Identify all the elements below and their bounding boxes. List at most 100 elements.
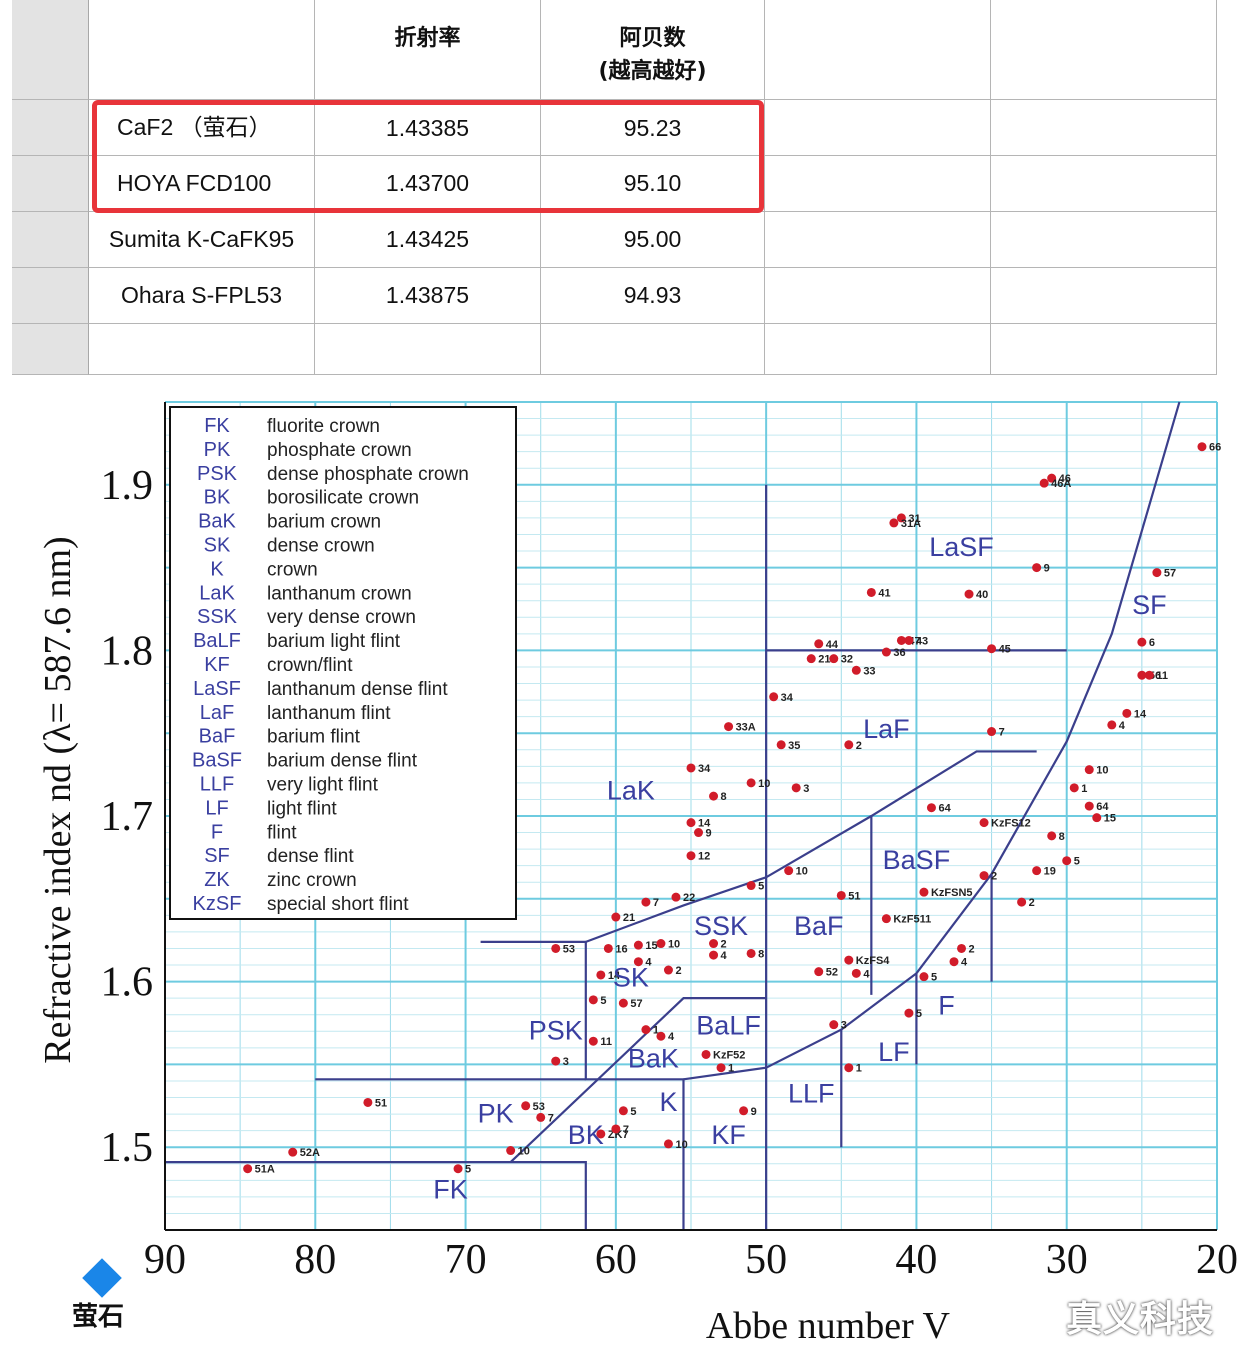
legend-abbr: KF <box>204 654 230 676</box>
glass-point-label: 21 <box>623 912 635 924</box>
refractive-index-cell[interactable]: 1.43425 <box>315 212 541 268</box>
glass-point-label: KzFS12 <box>991 818 1031 830</box>
glass-point <box>521 1101 531 1111</box>
material-cell[interactable]: Sumita K-CaFK95 <box>89 212 315 268</box>
glass-point-label: 16 <box>615 943 627 955</box>
glass-point-label: 46 <box>1059 473 1071 485</box>
row-header[interactable] <box>12 212 89 268</box>
empty-cell[interactable] <box>765 212 991 268</box>
glass-point <box>536 1112 546 1122</box>
glass-point-label: 5 <box>630 1106 636 1118</box>
glass-point <box>1032 866 1042 876</box>
glass-point <box>453 1164 463 1174</box>
empty-cell[interactable] <box>765 0 991 100</box>
x-tick-label: 60 <box>595 1237 637 1283</box>
glass-point <box>814 639 824 649</box>
glass-point-label: 10 <box>1096 765 1108 777</box>
row-header[interactable] <box>12 100 89 156</box>
glass-point <box>987 727 997 737</box>
empty-cell[interactable] <box>765 324 991 375</box>
glass-point-label: 12 <box>698 851 710 863</box>
abbe-number-cell[interactable]: 95.23 <box>541 100 765 156</box>
empty-cell[interactable] <box>89 324 315 375</box>
glass-point-label: 4 <box>961 957 968 969</box>
glass-point-label: 5 <box>1074 856 1080 868</box>
glass-point <box>701 1049 711 1059</box>
glass-point <box>1047 473 1057 483</box>
glass-point-label: 22 <box>683 892 695 904</box>
glass-point <box>814 967 824 977</box>
empty-cell[interactable] <box>765 268 991 324</box>
header-refractive-index[interactable]: 折射率 <box>315 0 541 100</box>
glass-point <box>618 998 628 1008</box>
glass-point-label: KzFSN5 <box>931 887 973 899</box>
legend-abbr: BaF <box>199 726 236 748</box>
header-abbe-number[interactable]: 阿贝数 (越高越好) <box>541 0 765 100</box>
glass-point <box>663 1139 673 1149</box>
glass-point <box>633 957 643 967</box>
glass-point-label: 7 <box>623 1124 629 1136</box>
glass-point <box>694 828 704 838</box>
empty-cell[interactable] <box>991 324 1217 375</box>
y-tick-label: 1.6 <box>101 960 154 1006</box>
glass-point <box>1107 720 1117 730</box>
empty-cell[interactable] <box>991 268 1217 324</box>
glass-point <box>896 513 906 523</box>
glass-point <box>1032 563 1042 573</box>
legend-desc: phosphate crown <box>267 440 412 461</box>
refractive-index-cell[interactable]: 1.43875 <box>315 268 541 324</box>
glass-point <box>1069 783 1079 793</box>
empty-cell[interactable] <box>765 156 991 212</box>
glass-point <box>746 948 756 958</box>
legend-abbr: SF <box>204 845 230 867</box>
glass-point <box>603 943 613 953</box>
comparison-table: 折射率 阿贝数 (越高越好) CaF2 （萤石） 1.43385 95.23 H… <box>12 0 1217 375</box>
glass-point <box>851 665 861 675</box>
family-region-label: BaSF <box>883 845 951 875</box>
empty-cell[interactable] <box>765 100 991 156</box>
glass-point-label: 14 <box>698 818 711 830</box>
material-cell[interactable]: HOYA FCD100 <box>89 156 315 212</box>
family-region-label: LF <box>878 1037 910 1067</box>
refractive-index-cell[interactable]: 1.43700 <box>315 156 541 212</box>
empty-cell[interactable] <box>991 100 1217 156</box>
empty-cell[interactable] <box>991 212 1217 268</box>
row-header[interactable] <box>12 268 89 324</box>
material-cell[interactable]: CaF2 （萤石） <box>89 100 315 156</box>
glass-point <box>716 1063 726 1073</box>
empty-cell[interactable] <box>541 324 765 375</box>
legend-desc: crown <box>267 559 318 580</box>
glass-point-label: 2 <box>675 965 681 977</box>
glass-point <box>851 968 861 978</box>
glass-point-label: 10 <box>796 866 808 878</box>
glass-point-label: 6 <box>1149 637 1155 649</box>
y-tick-label: 1.5 <box>101 1125 154 1171</box>
empty-cell[interactable] <box>991 0 1217 100</box>
glass-point-label: 52A <box>300 1147 320 1159</box>
glass-point <box>611 1124 621 1134</box>
glass-point <box>904 1008 914 1018</box>
glass-point <box>829 1020 839 1030</box>
glass-point-label: 32 <box>841 654 853 666</box>
legend-desc: light flint <box>267 798 337 819</box>
material-cell[interactable]: Ohara S-FPL53 <box>89 268 315 324</box>
row-header[interactable] <box>12 0 89 100</box>
refractive-index-cell[interactable]: 1.43385 <box>315 100 541 156</box>
empty-cell[interactable] <box>315 324 541 375</box>
glass-point-label: 7 <box>653 897 659 909</box>
legend-abbr: BaK <box>198 511 236 533</box>
abbe-number-cell[interactable]: 95.00 <box>541 212 765 268</box>
abbe-number-cell[interactable]: 94.93 <box>541 268 765 324</box>
header-material-cell[interactable] <box>89 0 315 100</box>
glass-point-label: 3 <box>803 783 809 795</box>
glass-point-label: 40 <box>976 589 988 601</box>
glass-point-label: 31A <box>901 518 921 530</box>
glass-point-label: 4 <box>668 1031 675 1043</box>
empty-cell[interactable] <box>991 156 1217 212</box>
row-header[interactable] <box>12 324 89 375</box>
row-header[interactable] <box>12 156 89 212</box>
glass-point <box>709 950 719 960</box>
family-region-label: LaK <box>607 775 655 805</box>
glass-point-label: 5 <box>465 1164 471 1176</box>
glass-point <box>1017 897 1027 907</box>
